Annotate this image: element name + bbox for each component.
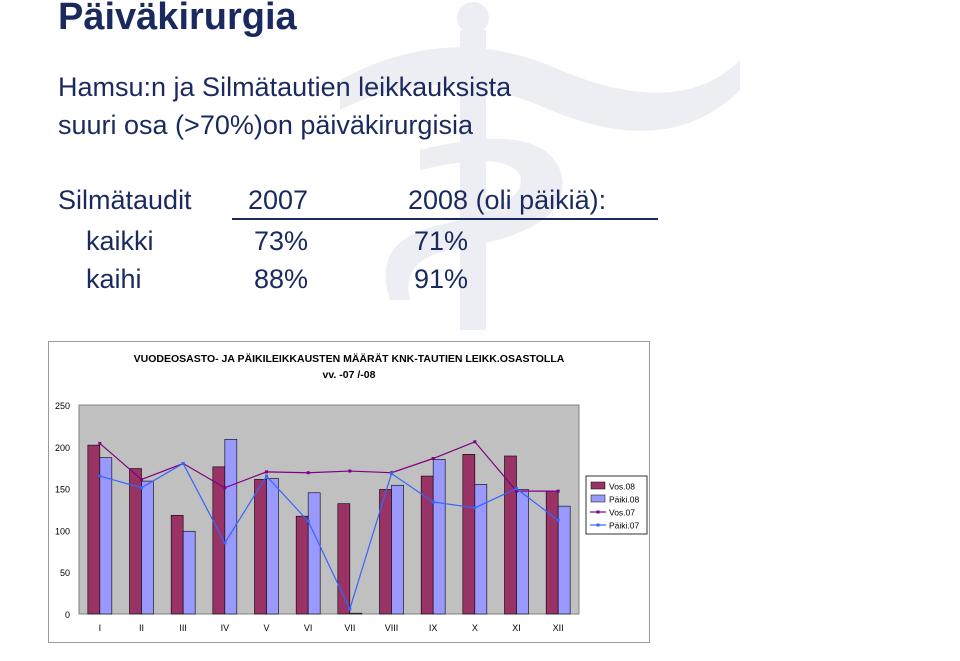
y-tick-label: 100: [55, 526, 70, 536]
y-tick-label: 250: [55, 401, 70, 411]
chart-svg: VUODEOSASTO- JA PÄIKILEIKKAUSTEN MÄÄRÄT …: [55, 352, 648, 633]
point-vos-07: [98, 441, 102, 445]
legend-swatch: [590, 481, 606, 490]
stats-row-label: kaihi: [86, 264, 142, 294]
point-vos-07: [473, 440, 477, 444]
point-p-iki-07: [556, 518, 560, 522]
point-vos-07: [556, 489, 560, 493]
y-tick-label: 200: [55, 443, 70, 453]
stats-header-2007: 2007: [248, 185, 309, 215]
stats-header-underline: [232, 218, 658, 220]
legend-swatch: [590, 494, 606, 503]
legend-label: Päiki.08: [609, 495, 640, 505]
x-tick-label: V: [263, 623, 269, 633]
point-vos-07: [515, 489, 518, 493]
x-tick-label: III: [179, 623, 187, 633]
bar-vos-08: [462, 454, 476, 615]
x-tick-label: VI: [304, 623, 313, 633]
subtitle-line-1: Hamsu:n ja Silmätautien leikkauksista: [58, 72, 512, 102]
bar-vos-08: [420, 475, 434, 615]
y-tick-label: 150: [55, 485, 70, 495]
legend-label: Vos.08: [609, 482, 635, 492]
bar-p-iki-08: [349, 612, 363, 615]
x-tick-label: VIII: [385, 623, 399, 633]
legend-swatch-marker: [596, 523, 600, 527]
point-p-iki-07: [473, 506, 477, 510]
point-p-iki-07: [348, 607, 352, 611]
bar-vos-08: [337, 503, 351, 615]
legend-label: Päiki.07: [609, 521, 640, 531]
x-tick-label: IV: [221, 623, 230, 633]
y-tick-label: 50: [60, 568, 70, 578]
point-vos-07: [431, 457, 435, 461]
x-tick-label: VII: [344, 623, 355, 633]
chart-title-line-1: VUODEOSASTO- JA PÄIKILEIKKAUSTEN MÄÄRÄT …: [134, 352, 565, 365]
bar-p-iki-08: [307, 492, 321, 615]
bar-vos-08: [87, 444, 101, 615]
legend-swatch-marker: [596, 510, 600, 514]
stats-row-value-2008: 91%: [414, 264, 469, 294]
line-p-iki-07: [99, 462, 559, 611]
point-vos-07: [140, 477, 143, 481]
x-tick-label: XII: [553, 623, 564, 633]
point-vos-07: [265, 470, 268, 474]
bar-p-iki-08: [516, 489, 529, 615]
point-p-iki-07: [140, 486, 143, 490]
point-p-iki-07: [515, 487, 518, 491]
bar-p-iki-08: [182, 530, 196, 615]
bar-vos-08: [254, 479, 267, 615]
point-vos-07: [348, 469, 352, 473]
bar-p-iki-08: [141, 480, 154, 615]
bar-p-iki-08: [391, 484, 404, 615]
stats-row-label: kaikki: [86, 226, 154, 256]
stats-header-label: Silmätaudit: [58, 185, 192, 215]
line-vos-07: [99, 441, 559, 492]
bar-vos-08: [545, 490, 559, 615]
slide-title: Päiväkirurgia: [58, 0, 297, 38]
bar-p-iki-08: [224, 438, 238, 615]
point-p-iki-07: [98, 474, 102, 478]
point-p-iki-07: [431, 500, 435, 504]
chart-title-line-2: vv. -07 /-08: [323, 369, 376, 381]
stats-header-2008: 2008 (oli päikiä):: [408, 185, 607, 215]
bar-p-iki-08: [266, 478, 279, 615]
chart-legend: Vos.08 Päiki.08 Vos.07 Päiki.07: [585, 475, 648, 535]
plot-area: [78, 404, 580, 615]
point-vos-07: [306, 471, 310, 475]
bar-vos-08: [295, 515, 309, 615]
bar-p-iki-08: [557, 505, 571, 615]
bar-vos-08: [170, 515, 184, 615]
bar-p-iki-08: [432, 459, 446, 615]
x-tick-label: XI: [512, 623, 521, 633]
stats-row-value-2008: 71%: [414, 226, 469, 256]
point-p-iki-07: [390, 472, 393, 476]
point-p-iki-07: [265, 474, 268, 478]
surgery-chart: VUODEOSASTO- JA PÄIKILEIKKAUSTEN MÄÄRÄT …: [48, 341, 650, 643]
bar-p-iki-08: [474, 484, 488, 615]
stats-row-value-2007: 73%: [254, 226, 309, 256]
bar-vos-08: [129, 468, 142, 615]
caduceus-watermark-icon: [340, 2, 740, 330]
point-p-iki-07: [181, 462, 185, 466]
point-p-iki-07: [306, 519, 310, 523]
x-tick-label: II: [139, 623, 144, 633]
stats-row-value-2007: 88%: [254, 264, 309, 294]
subtitle-line-2: suuri osa (>70%)on päiväkirurgisia: [58, 110, 473, 140]
point-vos-07: [223, 486, 227, 490]
x-tick-label: X: [472, 623, 478, 633]
x-tick-label: I: [99, 623, 102, 633]
bar-p-iki-08: [99, 457, 113, 615]
y-tick-label: 0: [65, 610, 70, 620]
point-p-iki-07: [223, 541, 227, 545]
x-tick-label: IX: [429, 623, 438, 633]
legend-label: Vos.07: [609, 508, 635, 518]
